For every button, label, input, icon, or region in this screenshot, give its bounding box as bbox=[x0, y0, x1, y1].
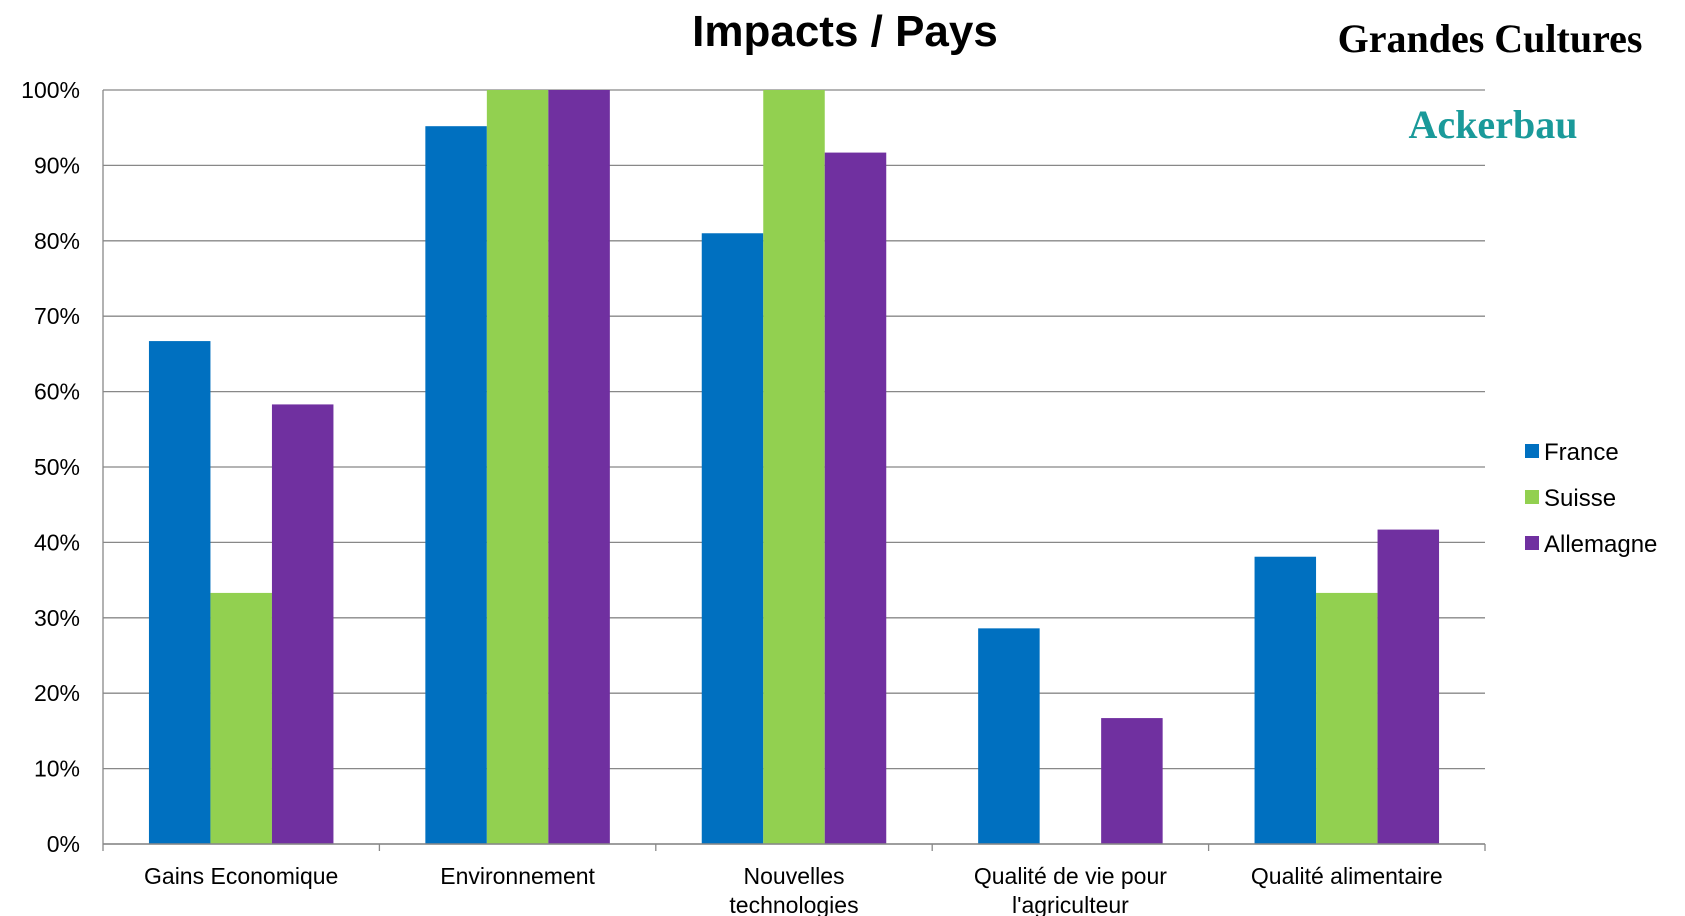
x-tick-label: Nouvelles technologies bbox=[729, 863, 858, 916]
y-tick-label: 50% bbox=[34, 454, 80, 480]
bar-allemagne bbox=[548, 90, 610, 844]
legend-label: Suisse bbox=[1544, 485, 1616, 512]
bar-suisse bbox=[763, 90, 825, 844]
y-axis: 0% 10% 20% 30% 40% 50% 60% 70% 80% 90% 100% bbox=[21, 77, 104, 857]
bar-france bbox=[701, 233, 764, 844]
y-tick-label: 10% bbox=[34, 756, 80, 782]
legend-swatch-france bbox=[1525, 444, 1539, 458]
x-tick-label: Environnement bbox=[440, 863, 595, 889]
legend-label: France bbox=[1544, 439, 1619, 466]
legend-label: Allemagne bbox=[1544, 531, 1657, 558]
legend-swatch-allemagne bbox=[1525, 536, 1539, 550]
y-tick-label: 0% bbox=[47, 831, 80, 857]
legend: France Suisse Allemagne bbox=[1525, 439, 1657, 558]
y-tick-label: 30% bbox=[34, 605, 80, 631]
x-axis: Gains Economique Environnement Nouvelles te… bbox=[102, 843, 1486, 916]
chart-subtitle-secondary: Ackerbau bbox=[1409, 102, 1578, 147]
bar-france bbox=[978, 628, 1040, 844]
chart-title: Impacts / Pays bbox=[692, 7, 998, 56]
x-tick-label: Qualité de vie pour l'agriculteur bbox=[974, 863, 1167, 916]
bars bbox=[148, 90, 1440, 844]
bar-allemagne bbox=[824, 152, 887, 844]
bar-allemagne bbox=[1377, 529, 1440, 844]
y-tick-label: 60% bbox=[34, 379, 80, 405]
y-tick-label: 100% bbox=[21, 77, 80, 103]
y-tick-label: 40% bbox=[34, 529, 80, 555]
bar-suisse bbox=[1316, 592, 1378, 844]
y-tick-label: 80% bbox=[34, 228, 80, 254]
bar-suisse bbox=[486, 90, 549, 844]
bar-suisse bbox=[210, 592, 272, 844]
y-tick-label: 90% bbox=[34, 152, 80, 178]
chart-subtitle: Grandes Cultures bbox=[1338, 16, 1643, 61]
bar-france bbox=[148, 341, 211, 844]
y-tick-label: 20% bbox=[34, 680, 80, 706]
x-tick-label: Gains Economique bbox=[144, 863, 338, 889]
x-tick-label: Qualité alimentaire bbox=[1251, 863, 1443, 889]
bar-france bbox=[425, 126, 487, 844]
bar-allemagne bbox=[1101, 718, 1163, 844]
legend-swatch-suisse bbox=[1525, 490, 1539, 504]
y-tick-label: 70% bbox=[34, 303, 80, 329]
bar-france bbox=[1254, 556, 1317, 844]
bar-allemagne bbox=[271, 404, 334, 844]
